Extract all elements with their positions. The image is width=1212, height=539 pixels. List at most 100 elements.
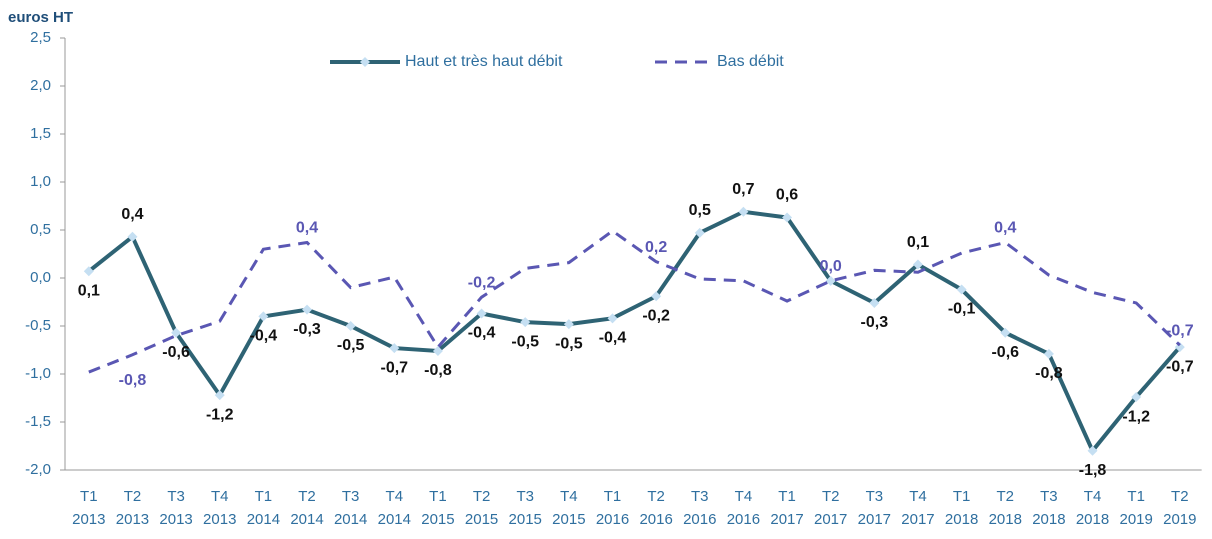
point-marker [171, 327, 182, 338]
data-label: -1,8 [1079, 462, 1107, 479]
y-tick-label: 2,5 [30, 29, 51, 46]
point-marker [825, 275, 836, 286]
x-tick-label: 2015 [421, 511, 454, 528]
x-tick-label: 2015 [509, 511, 542, 528]
y-tick-label: -1,0 [25, 365, 51, 382]
y-axis-label: euros HT [8, 9, 73, 26]
point-marker [432, 345, 443, 356]
data-label: -0,7 [381, 359, 409, 376]
x-tick-label: 2019 [1119, 511, 1152, 528]
data-label: -0,4 [599, 330, 627, 347]
x-tick-label: T2 [647, 488, 665, 505]
data-label: 0,5 [689, 202, 711, 219]
x-tick-label: T3 [1040, 488, 1058, 505]
point-marker [345, 321, 356, 331]
point-marker [389, 343, 400, 354]
point-marker [214, 390, 225, 401]
x-tick-label: 2019 [1163, 511, 1196, 528]
point-marker [127, 231, 138, 242]
x-tick-label: T1 [778, 488, 796, 505]
data-label: -0,8 [119, 372, 147, 389]
point-marker [1000, 327, 1011, 338]
point-marker [302, 304, 313, 315]
point-marker [563, 319, 574, 330]
point-marker [83, 266, 94, 277]
data-label: -1,2 [206, 406, 234, 423]
x-tick-label: 2013 [203, 511, 236, 528]
x-tick-label: T1 [1127, 488, 1145, 505]
point-marker [912, 259, 923, 270]
point-marker [1087, 445, 1098, 456]
x-tick-label: 2017 [770, 511, 803, 528]
data-label: -0,3 [293, 321, 321, 338]
y-tick-label: 1,5 [30, 125, 51, 142]
y-tick-label: -1,5 [25, 413, 51, 430]
x-tick-label: 2013 [116, 511, 149, 528]
x-tick-label: T4 [211, 488, 229, 505]
x-tick-label: T3 [167, 488, 185, 505]
x-tick-label: T3 [691, 488, 709, 505]
x-tick-label: 2018 [1076, 511, 1109, 528]
y-tick-label: 0,5 [30, 221, 51, 238]
legend-label: Haut et très haut débit [405, 53, 563, 70]
x-tick-label: T4 [1084, 488, 1102, 505]
x-tick-label: T4 [560, 488, 578, 505]
data-label: -0,4 [250, 328, 278, 345]
x-tick-label: 2017 [901, 511, 934, 528]
x-tick-label: 2016 [596, 511, 629, 528]
point-marker [738, 206, 749, 217]
point-marker [1043, 348, 1054, 359]
x-tick-label: 2014 [247, 511, 280, 528]
x-tick-label: T3 [516, 488, 534, 505]
x-tick-label: T1 [604, 488, 622, 505]
x-tick-label: 2014 [290, 511, 323, 528]
data-label: -0,4 [468, 325, 496, 342]
data-label: -0,1 [948, 301, 976, 318]
point-marker [694, 227, 705, 238]
data-label: -0,2 [642, 307, 670, 324]
x-tick-label: T1 [429, 488, 447, 505]
x-tick-label: T4 [909, 488, 927, 505]
data-label: -0,5 [555, 335, 583, 352]
x-tick-label: T4 [735, 488, 753, 505]
data-label: 0,1 [907, 234, 929, 251]
legend-label: Bas débit [717, 53, 784, 70]
data-label: -0,3 [861, 314, 889, 331]
point-marker [607, 313, 618, 324]
data-label: -0,2 [468, 274, 496, 291]
point-marker [651, 291, 662, 302]
x-tick-label: 2018 [989, 511, 1022, 528]
series-line [87, 209, 1182, 455]
data-label: -1,2 [1122, 408, 1150, 425]
x-tick-label: 2013 [159, 511, 192, 528]
point-marker [956, 284, 967, 295]
x-tick-label: T2 [1171, 488, 1189, 505]
y-tick-label: -2,0 [25, 461, 51, 478]
point-marker [869, 297, 880, 308]
x-tick-label: 2014 [334, 511, 367, 528]
x-tick-label: 2016 [683, 511, 716, 528]
x-tick-label: T2 [124, 488, 142, 505]
point-marker [1131, 392, 1142, 403]
data-label: -0,7 [1166, 358, 1194, 375]
x-tick-label: T2 [473, 488, 491, 505]
data-label: -0,6 [162, 344, 190, 361]
x-tick-label: 2016 [727, 511, 760, 528]
point-marker [258, 311, 269, 322]
data-label: -0,6 [991, 344, 1019, 361]
y-tick-label: -0,5 [25, 317, 51, 334]
point-marker [520, 317, 531, 328]
data-label: -0,5 [511, 333, 539, 350]
y-tick-label: 1,0 [30, 173, 51, 190]
x-tick-label: 2018 [1032, 511, 1065, 528]
x-tick-label: 2016 [639, 511, 672, 528]
point-marker [476, 308, 487, 319]
x-tick-label: 2015 [552, 511, 585, 528]
x-tick-label: T1 [80, 488, 98, 505]
data-label: -0,8 [1035, 365, 1063, 382]
x-tick-label: 2014 [378, 511, 411, 528]
data-label: 0,4 [994, 220, 1016, 237]
x-tick-label: 2015 [465, 511, 498, 528]
x-tick-label: 2017 [858, 511, 891, 528]
